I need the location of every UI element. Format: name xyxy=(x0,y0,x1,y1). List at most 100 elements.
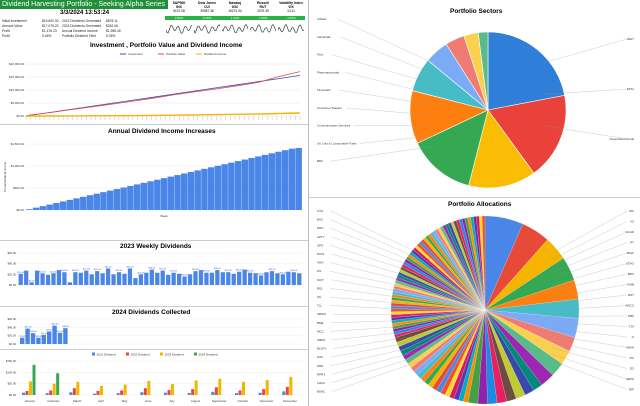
bar xyxy=(63,328,68,344)
timestamp: 3/3/2024 13:53:24 xyxy=(60,10,110,16)
investment-value-chart: $20,000.00 $15,000.00 $10,000.00 $5,000.00 $… xyxy=(9,52,301,120)
leader-line xyxy=(340,36,434,74)
leader-line xyxy=(330,340,420,358)
stat-value: $15,600.00 xyxy=(42,19,59,23)
y-tick: $40.00 xyxy=(7,262,16,266)
bar xyxy=(143,388,147,395)
divider xyxy=(309,197,640,198)
bar xyxy=(39,206,47,210)
pie-label: BGIF xyxy=(627,251,634,255)
leader-line xyxy=(330,305,420,311)
bar xyxy=(154,179,161,210)
leader-line xyxy=(550,347,628,369)
x-tick: December xyxy=(283,399,297,403)
leader-line xyxy=(550,334,628,348)
legend-swatch xyxy=(194,352,197,356)
bar xyxy=(201,168,208,210)
index-sparkline xyxy=(194,24,220,35)
y-tick: $0.00 xyxy=(9,283,16,287)
bar xyxy=(40,273,45,285)
y-tick: $20,000.00 xyxy=(9,62,24,66)
data-label: $16.00 xyxy=(181,274,188,276)
x-tick: February xyxy=(47,399,60,403)
bar xyxy=(41,334,46,344)
bar xyxy=(242,269,247,285)
data-label: $38.00 xyxy=(63,326,70,328)
bar xyxy=(32,364,36,395)
x-tick: January xyxy=(24,399,35,403)
bar xyxy=(174,175,181,210)
y-tick: $0.00 xyxy=(9,393,16,397)
bar xyxy=(45,393,49,395)
leader-line xyxy=(330,210,420,254)
pie-label: KMB xyxy=(627,283,634,287)
index-change: 1.03% xyxy=(249,16,277,20)
leader-line xyxy=(331,236,420,270)
pie-label: Industrials xyxy=(317,35,331,39)
chart1-title: Investment , Portfolio Value and Dividen… xyxy=(90,42,243,49)
bar xyxy=(46,204,53,210)
leader-line xyxy=(550,221,628,260)
index-name: S&P500 xyxy=(172,1,186,5)
pie-slice xyxy=(468,109,535,189)
pie-label: BSNC xyxy=(317,390,326,394)
sparkline-path xyxy=(166,24,192,34)
bar xyxy=(147,181,154,210)
y-tick: $60.00 xyxy=(7,317,16,321)
data-label: $29.00 xyxy=(148,268,155,270)
divider xyxy=(0,240,308,241)
leader-line xyxy=(330,288,420,300)
bar xyxy=(282,150,289,210)
index-change: -1.87% xyxy=(277,16,305,20)
pie-label: GBDC xyxy=(317,338,327,342)
stat-label: Amount Value xyxy=(2,24,23,28)
x-tick: March xyxy=(73,399,82,403)
bar xyxy=(120,187,127,210)
stat-label: Initial Investment xyxy=(2,19,27,23)
bar xyxy=(255,156,262,210)
leader-line xyxy=(550,360,628,390)
bar xyxy=(275,151,282,210)
sparkline-path xyxy=(222,24,248,34)
bar xyxy=(116,393,120,395)
x-tick: April xyxy=(98,399,104,403)
leader-line xyxy=(550,353,628,380)
x-tick: September xyxy=(212,399,227,403)
index-sparkline xyxy=(166,24,192,34)
pie-label: BLNTV xyxy=(317,347,327,351)
pie-label: SCIT xyxy=(317,278,324,282)
data-label: $30.00 xyxy=(46,330,53,332)
data-label: $26.00 xyxy=(269,269,276,271)
bar xyxy=(30,333,36,344)
bar xyxy=(275,273,280,285)
pie-label: BAC xyxy=(317,218,324,222)
sheet-title: Dividend Harvesting Portfolio - Seeking … xyxy=(0,0,168,9)
bar xyxy=(282,391,286,395)
y-tick: $15,000.00 xyxy=(9,75,24,79)
leader-line xyxy=(330,320,420,323)
legend-label: 2022 Dividend xyxy=(131,352,151,356)
index-name: Russell xyxy=(256,1,270,5)
bar xyxy=(280,274,286,285)
leader-line xyxy=(338,89,434,105)
leader-line xyxy=(331,279,420,295)
bar xyxy=(26,209,33,210)
bar xyxy=(297,273,302,285)
pie-label: STAG xyxy=(626,262,635,266)
divider xyxy=(0,306,308,307)
series-line xyxy=(25,75,301,117)
leader-line xyxy=(550,242,628,273)
pie-label: BDX xyxy=(628,272,634,276)
dividends-2024-chart: $60.00 $40.00 $20.00 $0.00 $15.00 $37.00 $26.0… xyxy=(7,317,302,346)
pie-label: ETFs xyxy=(627,87,635,91)
pie-label: SPG xyxy=(317,243,324,247)
pie-label: Financials xyxy=(317,88,331,92)
stat-label: 2024 Dividends Generated xyxy=(62,24,102,28)
pie-slice xyxy=(481,215,486,311)
bar xyxy=(52,325,57,344)
bar xyxy=(221,164,228,210)
data-label: $20.00 xyxy=(138,272,145,274)
index-ticker: INX xyxy=(176,5,182,9)
leader-line xyxy=(331,350,420,375)
y-tick: $0.00 xyxy=(16,114,24,118)
